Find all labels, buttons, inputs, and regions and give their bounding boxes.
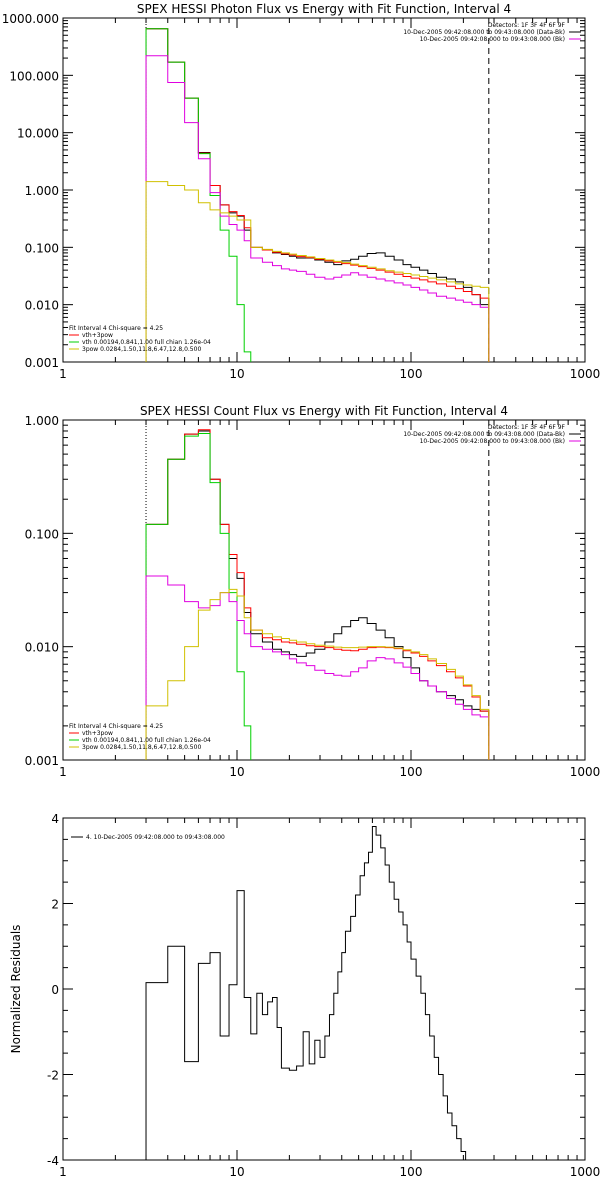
legend-bottom-left-entry: Fit Interval 4 Chi-square = 4.25	[69, 325, 163, 332]
plot-frame	[62, 419, 586, 761]
chart-residuals: Normalized Residuals 1 10 100 1000 4 2 0 -2 -4 4. …	[9, 812, 600, 1179]
x-tick-label: 1	[59, 765, 67, 779]
y-tick-label: 2	[51, 898, 59, 912]
x-tick-label: 1000	[570, 765, 600, 779]
chart-title: SPEX HESSI Count Flux vs Energy with Fit…	[140, 404, 508, 418]
series-0-line	[145, 826, 471, 1160]
plot-frame	[62, 17, 586, 363]
chart-photon: SPEX HESSI Photon Flux vs Energy with Fi…	[2, 2, 600, 381]
y-tick-label: 100.000	[9, 69, 59, 83]
series-2-line	[145, 28, 252, 362]
y-tick-label: 0.001	[25, 356, 59, 370]
series-3-line	[145, 575, 490, 760]
series-1-line	[145, 28, 490, 362]
legend-bottom-left-entry: 3pow 0.0284,1.50,11.8,6.47,12.8,0.500	[82, 346, 201, 353]
x-tick-label: 10	[229, 765, 244, 779]
y-tick-label: 1.000	[25, 414, 59, 428]
y-tick-label: 0.010	[25, 299, 59, 313]
y-tick-label: 0.010	[25, 641, 59, 655]
legend-top-right-entry: 10-Dec-2005 09:42:08.000 to 09:43:08.000…	[420, 36, 565, 43]
chart-count: SPEX HESSI Count Flux vs Energy with Fit…	[25, 404, 600, 779]
y-tick-label: 0	[51, 983, 59, 997]
y-tick-label: 0.001	[25, 754, 59, 768]
y-tick-label: 4	[51, 812, 59, 826]
legend-bottom-left-entry: vth+3pow	[82, 332, 113, 339]
x-tick-label: 10	[229, 367, 244, 381]
chart-title: SPEX HESSI Photon Flux vs Energy with Fi…	[137, 2, 511, 16]
y-tick-label: 0.100	[25, 527, 59, 541]
x-tick-label: 100	[400, 765, 423, 779]
series-4-line	[145, 588, 490, 760]
plot-frame	[62, 817, 586, 1161]
y-tick-label: 1.000	[25, 184, 59, 198]
legend-bottom-left-entry: vth 0.00194,0.841,1.00 full chian 1.26e-…	[82, 339, 211, 346]
legend-bottom-left-entry: 3pow 0.0284,1.50,11.8,6.47,12.8,0.500	[82, 744, 201, 751]
legend-bottom-left-entry: Fit Interval 4 Chi-square = 4.25	[69, 723, 163, 730]
legend-bottom-left-entry: vth 0.00194,0.841,1.00 full chian 1.26e-…	[82, 737, 211, 744]
series-4-line	[145, 181, 490, 362]
legend-top-right-entry: Detectors: 1F 3F 4F 6F 9F	[488, 22, 566, 29]
series-0-line	[145, 430, 490, 760]
x-tick-label: 10	[229, 1165, 244, 1179]
x-tick-label: 100	[400, 1165, 423, 1179]
y-tick-label: 10.000	[17, 127, 59, 141]
x-tick-label: 100	[400, 367, 423, 381]
x-tick-label: 1	[59, 367, 67, 381]
x-tick-label: 1	[59, 1165, 67, 1179]
series-group	[145, 429, 490, 760]
legend-top-right-entry: 10-Dec-2005 09:42:08.000 to 09:43:08.000…	[403, 29, 565, 36]
series-3-line	[145, 55, 490, 362]
series-0-line	[145, 28, 490, 362]
series-group	[145, 28, 490, 362]
legend-top-right-entry: 10-Dec-2005 09:42:08.000 to 09:43:08.000…	[420, 438, 565, 445]
series-2-line	[145, 433, 252, 760]
legend-top-right-entry: Detectors: 1F 3F 4F 6F 9F	[488, 424, 566, 431]
y-tick-label: -4	[47, 1154, 59, 1168]
series-group	[145, 826, 471, 1160]
y-tick-label: -2	[47, 1069, 59, 1083]
x-tick-label: 1000	[570, 367, 600, 381]
legend-top-right-entry: 10-Dec-2005 09:42:08.000 to 09:43:08.000…	[403, 431, 565, 438]
y-tick-label: 0.100	[25, 241, 59, 255]
series-1-line	[145, 429, 490, 760]
y-tick-label: 1000.000	[2, 12, 59, 26]
x-tick-label: 1000	[570, 1165, 600, 1179]
legend-top-left-entry: 4. 10-Dec-2005 09:42:08.000 to 09:43:08.…	[86, 834, 225, 841]
y-axis-label: Normalized Residuals	[9, 925, 23, 1054]
legend-bottom-left-entry: vth+3pow	[82, 730, 113, 737]
